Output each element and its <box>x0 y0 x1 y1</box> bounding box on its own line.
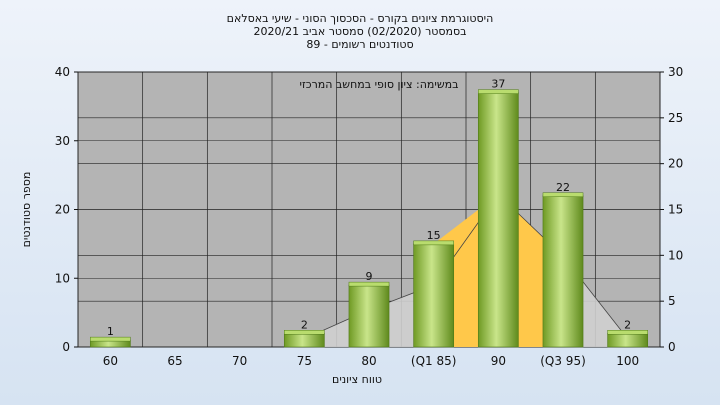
right-tick-label: 20 <box>668 157 683 171</box>
bar-4 <box>348 284 390 348</box>
chart-subtitle-semester: בסמסטר (02/2020) סמסטר אביב 2020/21 <box>253 25 467 38</box>
bar-top-4 <box>348 281 390 287</box>
right-tick-label: 0 <box>668 340 676 354</box>
bar-top-7 <box>542 192 584 197</box>
bar-top-5 <box>413 240 454 246</box>
left-tick-label: 20 <box>55 203 70 217</box>
bar-7 <box>542 195 584 348</box>
bar-data-label: 22 <box>556 181 570 194</box>
chart-subtitle-students: סטודנטים רשומים - 89 <box>306 38 414 51</box>
left-tick-label: 10 <box>55 271 70 285</box>
x-tick-label: 75 <box>297 354 312 368</box>
x-tick-label: (Q3 95) <box>540 354 586 368</box>
bar-5 <box>413 243 455 348</box>
bar-top-8 <box>607 330 648 335</box>
bar-3 <box>283 332 325 348</box>
bar-data-label: 2 <box>301 318 308 331</box>
bar-6 <box>477 92 519 348</box>
x-tick-label: 70 <box>232 354 247 368</box>
bar-data-label: 37 <box>491 78 505 91</box>
left-tick-label: 40 <box>55 65 70 79</box>
left-tick-label: 30 <box>55 134 70 148</box>
x-tick-label: 65 <box>167 354 182 368</box>
chart-title: היסטוגרמת ציונים בקורס - הסכסוך הסוני - … <box>226 12 494 25</box>
bar-top-0 <box>90 336 131 342</box>
right-tick-label: 15 <box>668 203 683 217</box>
right-tick-label: 30 <box>668 65 683 79</box>
bar-data-label: 2 <box>624 318 631 331</box>
left-tick-label: 0 <box>62 340 70 354</box>
bar-top-6 <box>478 89 519 94</box>
x-axis-label: טווח ציונים <box>332 373 382 386</box>
x-tick-label: 90 <box>491 354 506 368</box>
right-tick-label: 25 <box>668 111 683 125</box>
chart-annotation: במשימה: ציון סופי במחשב המרכזי <box>299 78 458 91</box>
bar-8 <box>607 332 649 348</box>
right-tick-label: 10 <box>668 248 683 262</box>
bar-data-label: 9 <box>366 270 373 283</box>
bar-data-label: 1 <box>107 325 114 338</box>
x-tick-label: 80 <box>361 354 376 368</box>
y-axis-label: מספר סטודנטים <box>20 172 33 248</box>
x-tick-label: (Q1 85) <box>411 354 457 368</box>
bar-top-3 <box>284 330 325 335</box>
right-tick-label: 5 <box>668 294 676 308</box>
x-tick-label: 100 <box>616 354 639 368</box>
bar-data-label: 15 <box>427 229 441 242</box>
x-tick-label: 60 <box>103 354 118 368</box>
